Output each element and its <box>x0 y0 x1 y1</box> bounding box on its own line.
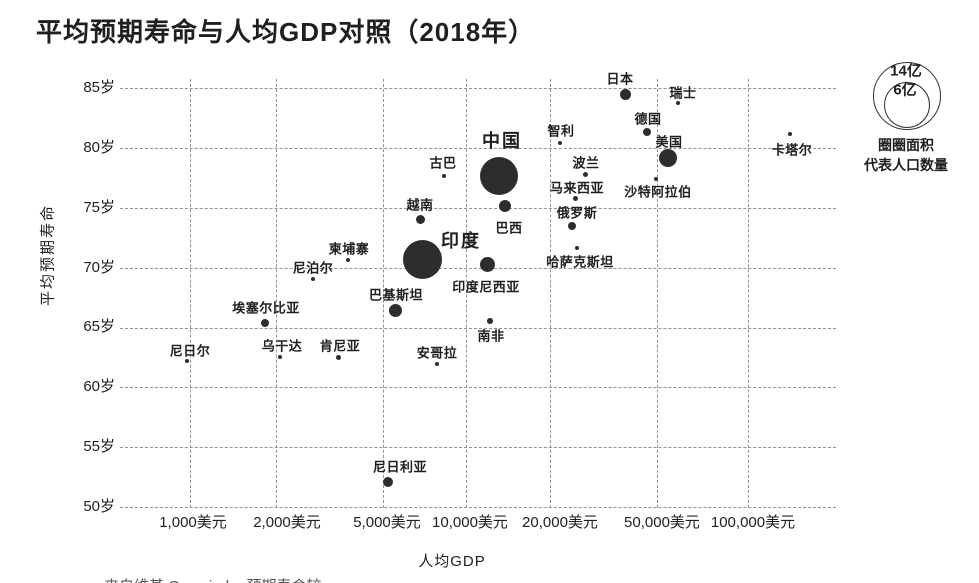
vertical-gridline <box>276 79 277 508</box>
country-bubble <box>643 128 651 136</box>
x-axis-title: 人均GDP <box>418 553 486 570</box>
country-bubble <box>788 132 792 136</box>
vertical-gridline <box>748 79 749 508</box>
horizontal-gridline <box>120 507 836 508</box>
country-bubble <box>261 319 269 327</box>
y-axis-title: 平均预期寿命 <box>39 203 57 307</box>
country-bubble <box>574 245 580 251</box>
country-bubble <box>383 477 393 487</box>
legend-label-6yi: 6亿 <box>893 81 917 99</box>
horizontal-gridline <box>120 208 836 209</box>
country-label: 埃塞尔比亚 <box>232 300 300 316</box>
x-axis-tick-label: 50,000美元 <box>624 514 700 531</box>
country-bubble <box>582 171 588 177</box>
vertical-gridline <box>383 79 384 508</box>
legend-label-14yi: 14亿 <box>890 62 922 80</box>
country-bubble <box>402 239 442 279</box>
country-bubble <box>653 176 659 182</box>
country-label: 马来西亚 <box>549 180 605 196</box>
country-bubble <box>335 354 341 360</box>
y-axis-tick-label: 60岁 <box>83 378 115 395</box>
country-label: 尼泊尔 <box>292 260 334 276</box>
legend-caption-line1: 圈圈面积 <box>878 137 934 153</box>
x-axis-tick-label: 1,000美元 <box>159 514 227 531</box>
country-label: 哈萨克斯坦 <box>546 254 614 270</box>
country-label: 日本 <box>606 71 634 87</box>
country-label: 波兰 <box>572 155 600 171</box>
country-bubble <box>277 354 283 360</box>
country-label: 智利 <box>547 123 575 139</box>
country-label: 尼日尔 <box>169 343 211 359</box>
country-label: 沙特阿拉伯 <box>624 184 692 200</box>
x-axis-tick-label: 2,000美元 <box>253 514 321 531</box>
country-label: 印度尼西亚 <box>452 279 520 295</box>
country-bubble <box>619 88 631 100</box>
country-bubble <box>442 174 446 178</box>
country-bubble <box>659 149 677 167</box>
country-bubble <box>572 195 578 201</box>
country-label: 南非 <box>477 328 505 344</box>
horizontal-gridline <box>120 148 836 149</box>
y-axis-tick-label: 65岁 <box>83 318 115 335</box>
country-label: 肯尼亚 <box>319 338 361 354</box>
country-bubble <box>310 276 316 282</box>
country-bubble <box>499 200 511 212</box>
legend-circle-6yi <box>884 82 930 128</box>
source-footnote: 来自维基 Gapminder 预期寿命较 <box>104 575 322 583</box>
country-label: 越南 <box>406 197 434 213</box>
legend-caption: 圈圈面积 代表人口数量 <box>836 135 976 175</box>
y-axis-tick-label: 70岁 <box>83 259 115 276</box>
country-bubble <box>479 256 495 272</box>
vertical-gridline <box>466 79 467 508</box>
country-bubble <box>480 157 518 195</box>
horizontal-gridline <box>120 328 836 329</box>
country-bubble <box>388 303 402 317</box>
country-label: 巴基斯坦 <box>368 287 424 303</box>
country-bubble <box>676 101 680 105</box>
y-axis-tick-label: 75岁 <box>83 199 115 216</box>
vertical-gridline <box>657 79 658 508</box>
country-label: 巴西 <box>495 220 523 236</box>
country-bubble <box>487 318 493 324</box>
y-axis-tick-label: 55岁 <box>83 438 115 455</box>
country-bubble <box>415 214 425 224</box>
vertical-gridline <box>550 79 551 508</box>
y-axis-tick-label: 50岁 <box>83 498 115 515</box>
x-axis-tick-label: 10,000美元 <box>432 514 508 531</box>
country-bubble <box>568 222 576 230</box>
country-label: 印度 <box>441 231 481 251</box>
country-label: 安哥拉 <box>416 345 458 361</box>
horizontal-gridline <box>120 88 836 89</box>
country-label: 古巴 <box>429 155 457 171</box>
country-label: 中国 <box>482 131 522 151</box>
country-label: 德国 <box>634 111 662 127</box>
x-axis-tick-label: 5,000美元 <box>353 514 421 531</box>
chart-title: 平均预期寿命与人均GDP对照（2018年） <box>36 17 536 47</box>
horizontal-gridline <box>120 268 836 269</box>
country-label: 瑞士 <box>669 85 697 101</box>
country-bubble <box>434 361 440 367</box>
country-label: 俄罗斯 <box>556 205 598 221</box>
x-axis-tick-label: 20,000美元 <box>522 514 598 531</box>
country-label: 乌干达 <box>261 338 303 354</box>
country-label: 卡塔尔 <box>771 142 813 158</box>
country-label: 尼日利亚 <box>372 459 428 475</box>
vertical-gridline <box>190 79 191 508</box>
legend-circle-14yi <box>873 62 941 130</box>
legend-caption-line2: 代表人口数量 <box>864 157 948 173</box>
country-bubble <box>345 257 351 263</box>
country-bubble <box>185 359 189 363</box>
horizontal-gridline <box>120 387 836 388</box>
country-bubble <box>557 140 563 146</box>
country-label: 美国 <box>655 134 683 150</box>
y-axis-tick-label: 80岁 <box>83 139 115 156</box>
country-label: 柬埔寨 <box>328 241 370 257</box>
y-axis-tick-label: 85岁 <box>83 79 115 96</box>
horizontal-gridline <box>120 447 836 448</box>
x-axis-tick-label: 100,000美元 <box>710 514 796 531</box>
